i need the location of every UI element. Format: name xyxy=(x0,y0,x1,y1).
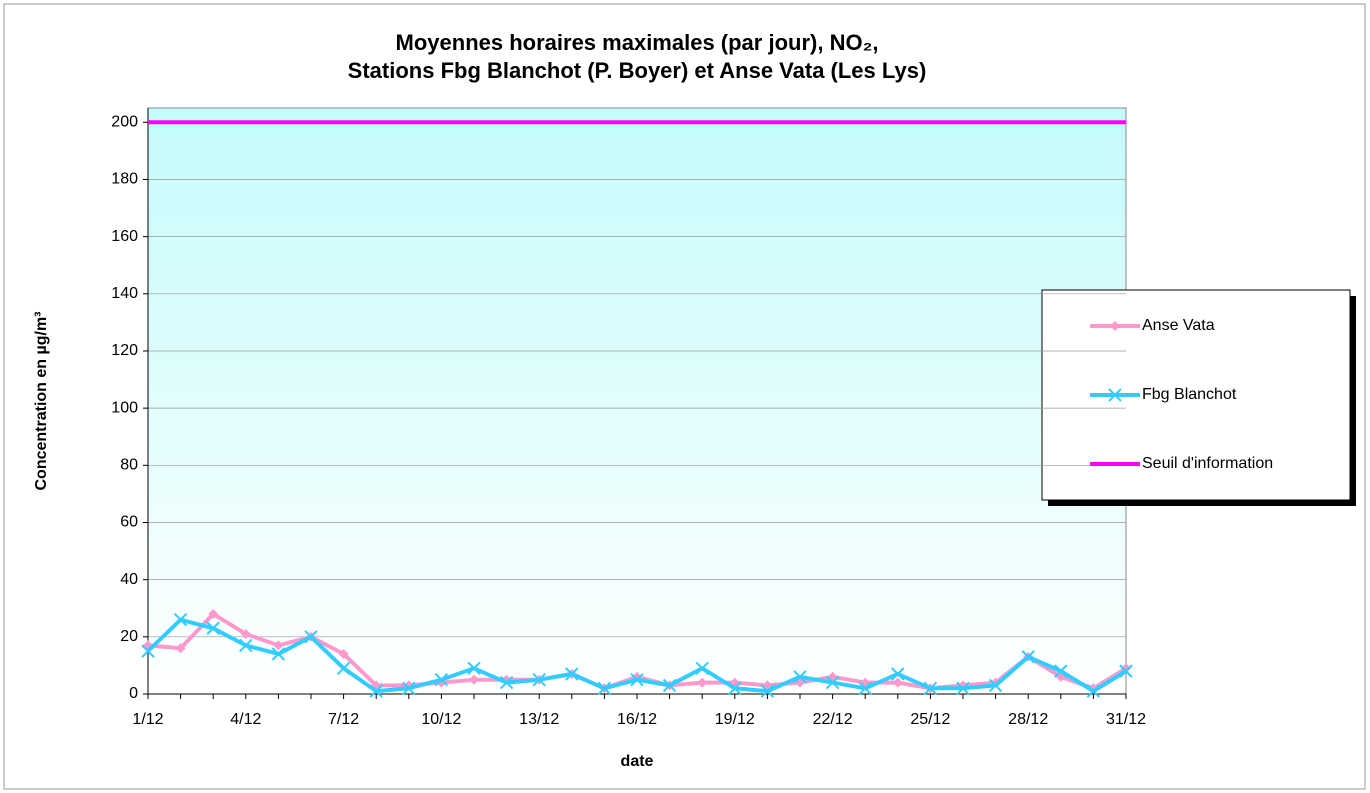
point xyxy=(988,678,1003,693)
x-tick-label: 10/12 xyxy=(421,711,461,728)
point xyxy=(1021,650,1035,664)
chart-title: Stations Fbg Blanchot (P. Boyer) et Anse… xyxy=(348,58,927,83)
point xyxy=(402,681,416,695)
point xyxy=(597,681,612,695)
legend-label: Anse Vata xyxy=(1142,317,1215,334)
point xyxy=(141,644,155,658)
point xyxy=(956,681,970,695)
point xyxy=(630,672,644,687)
point xyxy=(338,648,349,659)
x-tick-label: 22/12 xyxy=(813,711,853,728)
legend-marker xyxy=(1110,321,1120,331)
point xyxy=(695,661,709,675)
x-tick-label: 28/12 xyxy=(1008,711,1048,728)
point xyxy=(208,608,219,619)
y-tick-label: 60 xyxy=(120,514,138,531)
point xyxy=(565,667,579,681)
y-tick-label: 100 xyxy=(111,399,138,416)
y-tick-label: 180 xyxy=(111,171,138,188)
x-axis-title: date xyxy=(621,753,654,770)
y-tick-label: 120 xyxy=(111,342,138,359)
point xyxy=(1086,684,1101,698)
point xyxy=(206,621,220,635)
point xyxy=(532,672,546,687)
point xyxy=(662,678,677,693)
y-tick-label: 0 xyxy=(129,685,138,702)
y-tick-label: 140 xyxy=(111,285,138,302)
y-tick-label: 80 xyxy=(120,457,138,474)
x-tick-label: 31/12 xyxy=(1106,711,1146,728)
x-tick-label: 19/12 xyxy=(715,711,755,728)
y-axis-title: Concentration en µg/m³ xyxy=(33,312,50,491)
x-tick-label: 7/12 xyxy=(328,711,359,728)
x-tick-label: 1/12 xyxy=(132,711,163,728)
point xyxy=(858,681,872,695)
point xyxy=(369,684,383,698)
point xyxy=(240,628,251,639)
point xyxy=(760,684,775,698)
y-tick-label: 20 xyxy=(120,628,138,645)
point xyxy=(239,638,253,653)
point xyxy=(697,677,708,688)
y-tick-label: 160 xyxy=(111,228,138,245)
x-tick-label: 25/12 xyxy=(910,711,950,728)
point xyxy=(923,681,938,695)
point xyxy=(469,674,479,685)
point xyxy=(499,675,514,690)
point xyxy=(1119,664,1133,678)
legend-marker xyxy=(1108,388,1122,402)
point xyxy=(173,612,188,627)
x-tick-label: 16/12 xyxy=(617,711,657,728)
point xyxy=(175,643,186,654)
x-tick-label: 4/12 xyxy=(230,711,261,728)
x-tick-label: 13/12 xyxy=(519,711,559,728)
y-tick-label: 40 xyxy=(120,571,138,588)
point xyxy=(793,670,807,684)
point xyxy=(891,667,905,681)
point xyxy=(728,681,742,695)
chart-title: Moyennes horaires maximales (par jour), … xyxy=(396,30,879,55)
point xyxy=(304,630,318,644)
plot-area xyxy=(147,107,1127,695)
point xyxy=(336,661,351,675)
legend-label: Seuil d'information xyxy=(1142,455,1273,472)
point xyxy=(434,672,449,687)
point xyxy=(273,640,284,651)
point xyxy=(271,647,286,661)
point xyxy=(892,677,903,688)
point xyxy=(825,675,840,690)
legend-label: Fbg Blanchot xyxy=(1142,386,1237,403)
point xyxy=(1054,664,1068,678)
point xyxy=(467,661,481,675)
y-tick-label: 200 xyxy=(111,114,138,131)
